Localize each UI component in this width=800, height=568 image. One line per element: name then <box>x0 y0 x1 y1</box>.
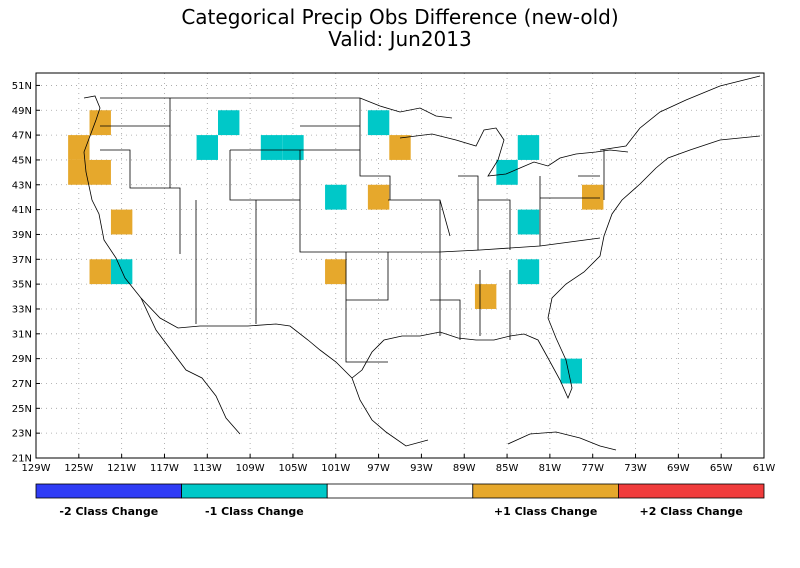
cell-minus-change <box>517 259 540 285</box>
lat-tick-label: 35N <box>12 280 32 291</box>
lat-tick-label: 51N <box>12 81 32 92</box>
map-title: Categorical Precip Obs Difference (new-o… <box>0 6 800 50</box>
lat-tick-label: 23N <box>12 429 32 440</box>
legend-swatch <box>618 483 765 499</box>
lon-tick-label: 69W <box>667 463 690 474</box>
canada-border <box>100 97 453 119</box>
cell-minus-change <box>325 184 347 210</box>
lat-tick-label: 29N <box>12 354 32 365</box>
lon-tick-label: 65W <box>710 463 733 474</box>
lat-tick-label: 25N <box>12 404 32 415</box>
cell-plus-change <box>110 209 133 235</box>
lon-tick-label: 77W <box>581 463 604 474</box>
title-line-1: Categorical Precip Obs Difference (new-o… <box>181 5 619 29</box>
cell-plus-change <box>68 159 90 185</box>
legend-swatch <box>472 483 619 499</box>
lat-lon-grid <box>35 73 765 459</box>
lat-tick-label: 45N <box>12 155 32 166</box>
lon-tick-label: 85W <box>496 463 519 474</box>
lon-tick-label: 121W <box>107 463 136 474</box>
cell-minus-change <box>218 110 240 136</box>
lon-tick-label: 81W <box>539 463 562 474</box>
lon-tick-label: 101W <box>321 463 350 474</box>
cell-plus-change <box>68 135 90 160</box>
lat-tick-label: 27N <box>12 379 32 390</box>
legend-swatch <box>326 483 474 499</box>
cell-minus-change <box>367 110 390 136</box>
cell-plus-change <box>389 135 411 160</box>
plot-frame <box>35 72 765 459</box>
cell-minus-change <box>260 135 283 160</box>
mexico-gulf-coast <box>351 377 429 447</box>
cuba <box>507 431 617 451</box>
lon-tick-label: 93W <box>410 463 433 474</box>
cell-plus-change <box>367 184 390 210</box>
axis-tick-labels: 51N 49N 47N 45N 43N 41N 39N 37N 35N 33N 31N 29N 27N 2… <box>12 81 776 474</box>
lat-tick-label: 37N <box>12 255 32 266</box>
lon-tick-label: 125W <box>64 463 93 474</box>
cell-minus-change <box>282 135 304 160</box>
cell-plus-change <box>325 259 347 285</box>
lon-tick-label: 73W <box>624 463 647 474</box>
title-line-2: Valid: Jun2013 <box>328 27 472 51</box>
cell-plus-change <box>89 159 111 185</box>
cell-plus-change <box>89 110 111 136</box>
lon-tick-label: 117W <box>150 463 179 474</box>
legend-label: +2 Class Change <box>640 505 743 518</box>
us-outline <box>83 95 761 400</box>
lat-tick-label: 21N <box>12 454 32 465</box>
legend-label: -1 Class Change <box>205 505 304 518</box>
cell-minus-change <box>110 259 133 285</box>
lon-tick-label: 113W <box>193 463 222 474</box>
lat-tick-label: 47N <box>12 131 32 142</box>
lat-tick-label: 41N <box>12 205 32 216</box>
great-lakes <box>399 127 629 177</box>
lat-tick-label: 31N <box>12 329 32 340</box>
cell-minus-change <box>517 209 540 235</box>
lat-tick-label: 39N <box>12 230 32 241</box>
legend-swatch <box>35 483 183 499</box>
lat-tick-label: 49N <box>12 106 32 117</box>
color-legend: -2 Class Change -1 Class Change +1 Class C… <box>35 483 765 518</box>
legend-swatch <box>181 483 328 499</box>
lon-tick-label: 89W <box>453 463 476 474</box>
lon-tick-label: 105W <box>278 463 307 474</box>
us-boundaries <box>83 75 761 451</box>
cell-minus-change <box>496 159 518 185</box>
cell-minus-change <box>560 358 582 384</box>
lon-tick-label: 61W <box>753 463 776 474</box>
cell-plus-change <box>582 184 604 210</box>
cell-plus-change <box>474 284 497 309</box>
lon-tick-label: 109W <box>236 463 265 474</box>
cell-minus-change <box>517 135 540 160</box>
legend-label: +1 Class Change <box>494 505 597 518</box>
lon-tick-label: 97W <box>367 463 390 474</box>
baja-coast <box>140 297 241 435</box>
lat-tick-label: 43N <box>12 180 32 191</box>
lat-tick-label: 33N <box>12 304 32 315</box>
canada-east <box>599 75 761 151</box>
cell-minus-change <box>196 135 218 160</box>
legend-label: -2 Class Change <box>59 505 158 518</box>
cell-plus-change <box>89 259 111 285</box>
lon-tick-label: 129W <box>22 463 51 474</box>
